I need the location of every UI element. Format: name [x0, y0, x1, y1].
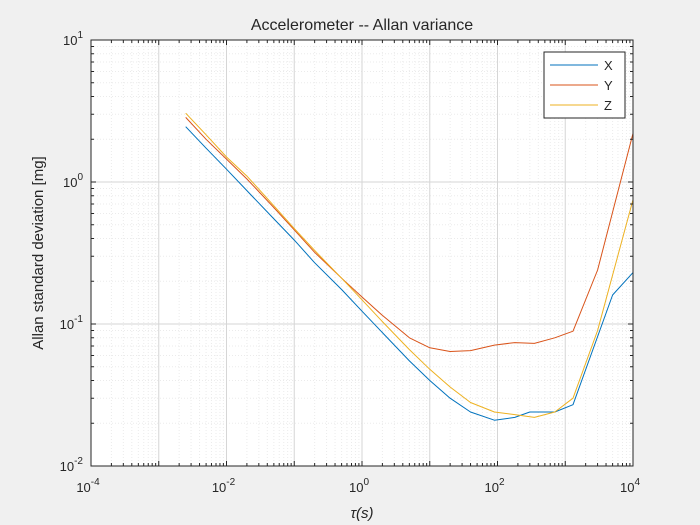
y-axis-label: Allan standard deviation [mg] [30, 156, 47, 349]
series-line-z [185, 112, 634, 418]
y-tick-label: 100 [63, 172, 83, 190]
legend: X Y Z [543, 51, 626, 119]
legend-label-x: X [604, 58, 613, 73]
x-axis-label: τ(s) [350, 505, 373, 522]
series-line-y [185, 117, 634, 352]
y-tick-labels: 10-2 10-1 100 101 [60, 30, 84, 474]
x-tick-label: 100 [349, 477, 369, 495]
axis-ticks [90, 39, 634, 467]
legend-label-z: Z [604, 98, 612, 113]
legend-entry-x: X [550, 58, 613, 73]
legend-entry-z: Z [550, 98, 612, 113]
x-tick-label: 104 [620, 477, 640, 495]
x-tick-label: 10-2 [212, 477, 236, 495]
y-tick-label: 10-1 [60, 314, 84, 332]
x-tick-labels: 10-4 10-2 100 102 104 [76, 477, 640, 495]
legend-entry-y: Y [550, 78, 613, 93]
y-tick-label: 10-2 [60, 456, 84, 474]
series-layer [185, 112, 634, 421]
x-tick-label: 102 [484, 477, 504, 495]
chart-title: Accelerometer -- Allan variance [251, 17, 473, 34]
series-line-x [185, 126, 634, 421]
x-tick-label: 10-4 [76, 477, 100, 495]
legend-label-y: Y [604, 78, 613, 93]
major-grid [91, 40, 633, 466]
y-tick-label: 101 [63, 30, 83, 48]
